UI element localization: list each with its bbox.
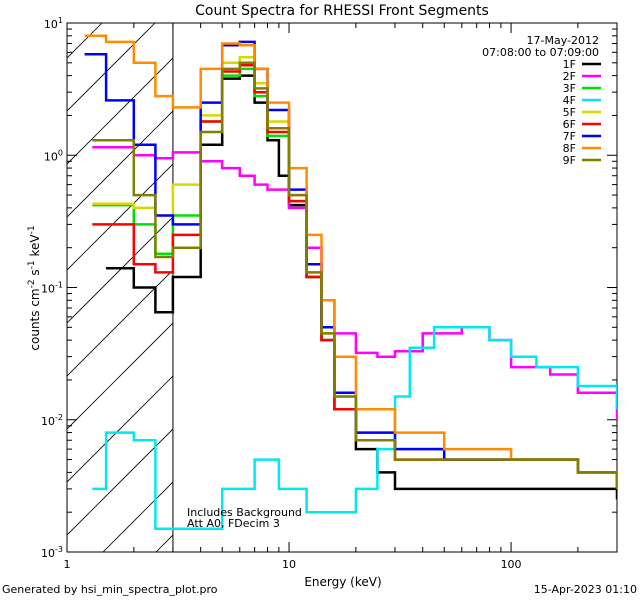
hatch-line bbox=[315, 0, 640, 552]
hatch-line bbox=[580, 0, 640, 552]
observation-time-range: 07:08:00 to 07:09:00 bbox=[482, 46, 599, 59]
x-tick-label: 1 bbox=[64, 558, 71, 571]
legend-label: 1F bbox=[563, 58, 576, 71]
generated-by-label: Generated by hsi_min_spectra_plot.pro bbox=[2, 583, 218, 596]
hatch-line bbox=[67, 216, 173, 324]
legend-label: 4F bbox=[563, 94, 576, 107]
y-tick-label: 10-2 bbox=[41, 413, 63, 428]
background-annotation: Includes Background bbox=[187, 506, 302, 519]
legend-label: 9F bbox=[563, 154, 576, 167]
series-line-8f bbox=[84, 34, 617, 489]
hatch-line bbox=[368, 0, 640, 552]
hatch-line bbox=[67, 428, 173, 536]
hatch-line bbox=[67, 23, 156, 112]
series-line-7f bbox=[84, 40, 617, 489]
y-label-exponent: -2 bbox=[27, 279, 37, 288]
y-label-part: counts cm bbox=[28, 288, 42, 350]
legend-label: 6F bbox=[563, 118, 576, 131]
y-label-part: keV bbox=[28, 234, 42, 261]
spectra-series bbox=[84, 34, 617, 530]
series-line-1f bbox=[106, 74, 617, 500]
x-axis-label: Energy (keV) bbox=[304, 575, 381, 589]
hatch-line bbox=[527, 0, 640, 552]
legend-label: 8F bbox=[563, 142, 576, 155]
hatch-line bbox=[67, 375, 173, 483]
y-label-part: s bbox=[28, 269, 42, 279]
hatch-line bbox=[67, 269, 173, 377]
y-label-exponent: -1 bbox=[27, 225, 37, 234]
hatch-line bbox=[633, 0, 640, 552]
series-line-4f bbox=[92, 326, 617, 530]
y-tick-labels: 101 100 10-1 10-2 10-3 bbox=[41, 16, 63, 560]
y-tick-label: 101 bbox=[44, 16, 63, 31]
legend-label: 7F bbox=[563, 130, 576, 143]
hatch-line bbox=[67, 322, 173, 430]
legend-label: 3F bbox=[563, 82, 576, 95]
x-tick-label: 10 bbox=[282, 558, 296, 571]
hatch-line bbox=[67, 110, 173, 218]
x-tick-labels: 1 10 100 bbox=[64, 558, 522, 571]
legend-label: 2F bbox=[563, 70, 576, 83]
axis-ticks bbox=[66, 22, 618, 553]
legend-label: 5F bbox=[563, 106, 576, 119]
y-tick-label: 10-3 bbox=[41, 545, 63, 560]
series-line-9f bbox=[92, 61, 617, 489]
y-label-exponent: -1 bbox=[27, 260, 37, 269]
x-tick-label: 100 bbox=[501, 558, 522, 571]
y-axis-label: counts cm-2 s-1 keV-1 bbox=[27, 225, 42, 350]
generation-timestamp: 15-Apr-2023 01:10 bbox=[533, 583, 637, 596]
y-tick-label: 10-1 bbox=[41, 281, 63, 296]
attenuator-annotation: Att A0, FDecim 3 bbox=[187, 517, 280, 530]
hatch-line bbox=[67, 57, 173, 165]
hatch-line bbox=[421, 0, 640, 552]
y-tick-label: 100 bbox=[44, 148, 63, 163]
observation-date: 17-May-2012 bbox=[527, 34, 599, 47]
chart-title: Count Spectra for RHESSI Front Segments bbox=[195, 3, 489, 19]
hatch-line bbox=[474, 0, 640, 552]
hatch-line bbox=[0, 0, 27, 552]
